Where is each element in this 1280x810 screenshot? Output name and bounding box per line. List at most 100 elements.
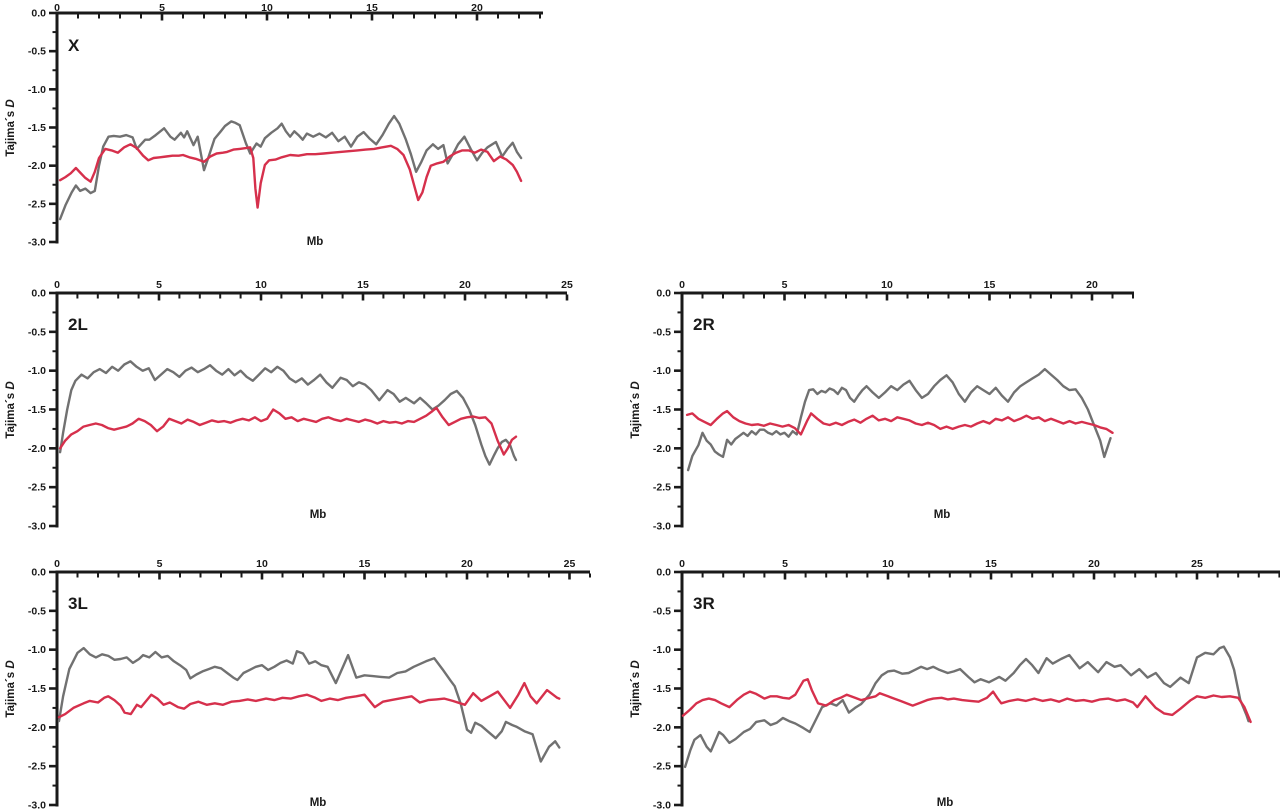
series-gray-line: [58, 360, 518, 466]
x-axis-title: Mb: [934, 509, 951, 521]
x-ticks: 0 5 10 15 20: [54, 2, 541, 21]
y-tick-label: -1.5: [653, 683, 671, 695]
x-tick-label: 20: [459, 279, 471, 291]
y-tick-label: -3.0: [653, 521, 671, 533]
y-tick-label: -2.5: [28, 761, 46, 773]
x-tick-label: 10: [261, 2, 273, 14]
x-tick-label: 10: [255, 279, 267, 291]
y-ticks: 0.0 -0.5 -1.0 -1.5 -2.0 -2.5 -3.0: [28, 8, 56, 249]
x-tick-label: 15: [366, 2, 378, 14]
panel-label-2R: 2R: [693, 315, 715, 334]
y-axis-title: Tajima´s D: [5, 660, 17, 717]
y-tick-label: -1.5: [653, 404, 671, 416]
x-ticks: 0 5 10 15 20 25: [54, 558, 591, 580]
x-tick-label: 5: [156, 279, 162, 291]
x-axis-title: Mb: [310, 797, 327, 809]
x-tick-label: 15: [357, 279, 369, 291]
x-tick-label: 15: [984, 279, 996, 291]
y-tick-label: -2.5: [653, 482, 671, 494]
y-tick-label: -1.5: [28, 404, 46, 416]
y-ticks: 0.0 -0.5 -1.0 -1.5 -2.0 -2.5 -3.0: [28, 567, 56, 810]
y-tick-label: -1.5: [28, 122, 46, 134]
x-tick-label: 10: [881, 279, 893, 291]
y-tick-label: -0.5: [653, 326, 671, 338]
x-tick-label: 25: [564, 558, 576, 570]
chart-panel-3R: 0 5 10 15 20 25 0.0 -0.5 -1.0 -1.5 -2.0 -2.5 -3.0 3R M…: [630, 558, 1280, 810]
y-tick-label: -3.0: [28, 521, 46, 533]
y-tick-label: -1.0: [28, 84, 46, 96]
y-tick-label: -0.5: [28, 326, 46, 338]
series-gray-line: [686, 367, 1112, 472]
y-tick-label: -2.0: [28, 443, 46, 455]
x-tick-label: 25: [561, 279, 573, 291]
y-ticks: 0.0 -0.5 -1.0 -1.5 -2.0 -2.5 -3.0: [653, 567, 681, 810]
y-ticks: 0.0 -0.5 -1.0 -1.5 -2.0 -2.5 -3.0: [28, 288, 56, 533]
x-tick-label: 10: [882, 558, 894, 570]
x-axis-title: Mb: [310, 509, 327, 521]
series-gray-line: [57, 646, 561, 763]
y-tick-label: -2.0: [653, 722, 671, 734]
x-tick-label: 20: [1088, 558, 1100, 570]
x-tick-label: 15: [985, 558, 997, 570]
chart-panel-3L: 0 5 10 15 20 25 0.0 -0.5 -1.0 -1.5 -2.0 -2.5 -3.0 3L M…: [5, 558, 591, 810]
panel-label-3L: 3L: [68, 594, 88, 613]
x-tick-label: 25: [1191, 558, 1203, 570]
y-tick-label: -1.5: [28, 683, 46, 695]
x-tick-label: 0: [54, 2, 60, 14]
x-tick-label: 0: [679, 279, 685, 291]
panel-label-2L: 2L: [68, 315, 88, 334]
y-tick-label: -0.5: [28, 46, 46, 58]
y-axis-title: Tajima´s D: [5, 99, 17, 156]
y-tick-label: 0.0: [656, 288, 671, 300]
y-tick-label: 0.0: [31, 288, 46, 300]
x-axis-title: Mb: [307, 236, 324, 248]
y-tick-label: -2.5: [28, 198, 46, 210]
x-tick-label: 5: [782, 279, 788, 291]
y-tick-label: 0.0: [31, 567, 46, 579]
chart-panel-2L: 0 5 10 15 20 25 0.0 -0.5 -1.0 -1.5 -2.0 -2.5 -3.0 2L M…: [5, 279, 573, 533]
y-tick-label: -3.0: [28, 237, 46, 249]
x-axis-title: Mb: [937, 797, 954, 809]
y-tick-label: -2.5: [653, 761, 671, 773]
series-red-line: [57, 681, 561, 719]
y-tick-label: -1.0: [653, 644, 671, 656]
x-ticks: 0 5 10 15 20 25: [679, 558, 1280, 580]
y-ticks: 0.0 -0.5 -1.0 -1.5 -2.0 -2.5 -3.0: [653, 288, 681, 533]
series-red-line: [681, 678, 1252, 724]
x-tick-label: 5: [159, 2, 165, 14]
y-tick-label: -2.0: [28, 160, 46, 172]
y-tick-label: -2.5: [28, 482, 46, 494]
series-red-line: [58, 143, 523, 209]
y-tick-label: -2.0: [653, 443, 671, 455]
x-tick-label: 15: [359, 558, 371, 570]
series-gray-line: [58, 114, 523, 221]
series-gray-line: [683, 645, 1250, 769]
x-tick-label: 0: [54, 558, 60, 570]
y-tick-label: -1.0: [28, 644, 46, 656]
y-tick-label: 0.0: [656, 567, 671, 579]
x-tick-label: 20: [471, 2, 483, 14]
y-tick-label: -2.0: [28, 722, 46, 734]
x-tick-label: 20: [1086, 279, 1098, 291]
x-tick-label: 0: [679, 558, 685, 570]
x-tick-label: 10: [256, 558, 268, 570]
x-tick-label: 5: [157, 558, 163, 570]
y-tick-label: -1.0: [653, 365, 671, 377]
y-tick-label: -0.5: [653, 605, 671, 617]
y-tick-label: -3.0: [28, 800, 46, 810]
series-red-line: [685, 409, 1114, 436]
y-axis-title: Tajima´s D: [630, 381, 642, 438]
panel-label-X: X: [68, 36, 80, 55]
chart-panel-2R: 0 5 10 15 20 0.0 -0.5 -1.0 -1.5 -2.0 -2.5 -3.0 2R Mb T…: [630, 279, 1134, 533]
chart-panel-X: 0 5 10 15 20 0.0 -0.5 -1.0 -1.5 -2.0 -2.5 -3.0 X Mb Ta…: [5, 2, 543, 249]
series-red-line: [58, 406, 518, 456]
x-ticks: 0 5 10 15 20 25: [54, 279, 573, 301]
x-tick-label: 20: [461, 558, 473, 570]
panel-label-3R: 3R: [693, 594, 715, 613]
y-tick-label: -1.0: [28, 365, 46, 377]
y-tick-label: -3.0: [653, 800, 671, 810]
y-tick-label: 0.0: [31, 8, 46, 20]
x-ticks: 0 5 10 15 20: [679, 279, 1134, 301]
